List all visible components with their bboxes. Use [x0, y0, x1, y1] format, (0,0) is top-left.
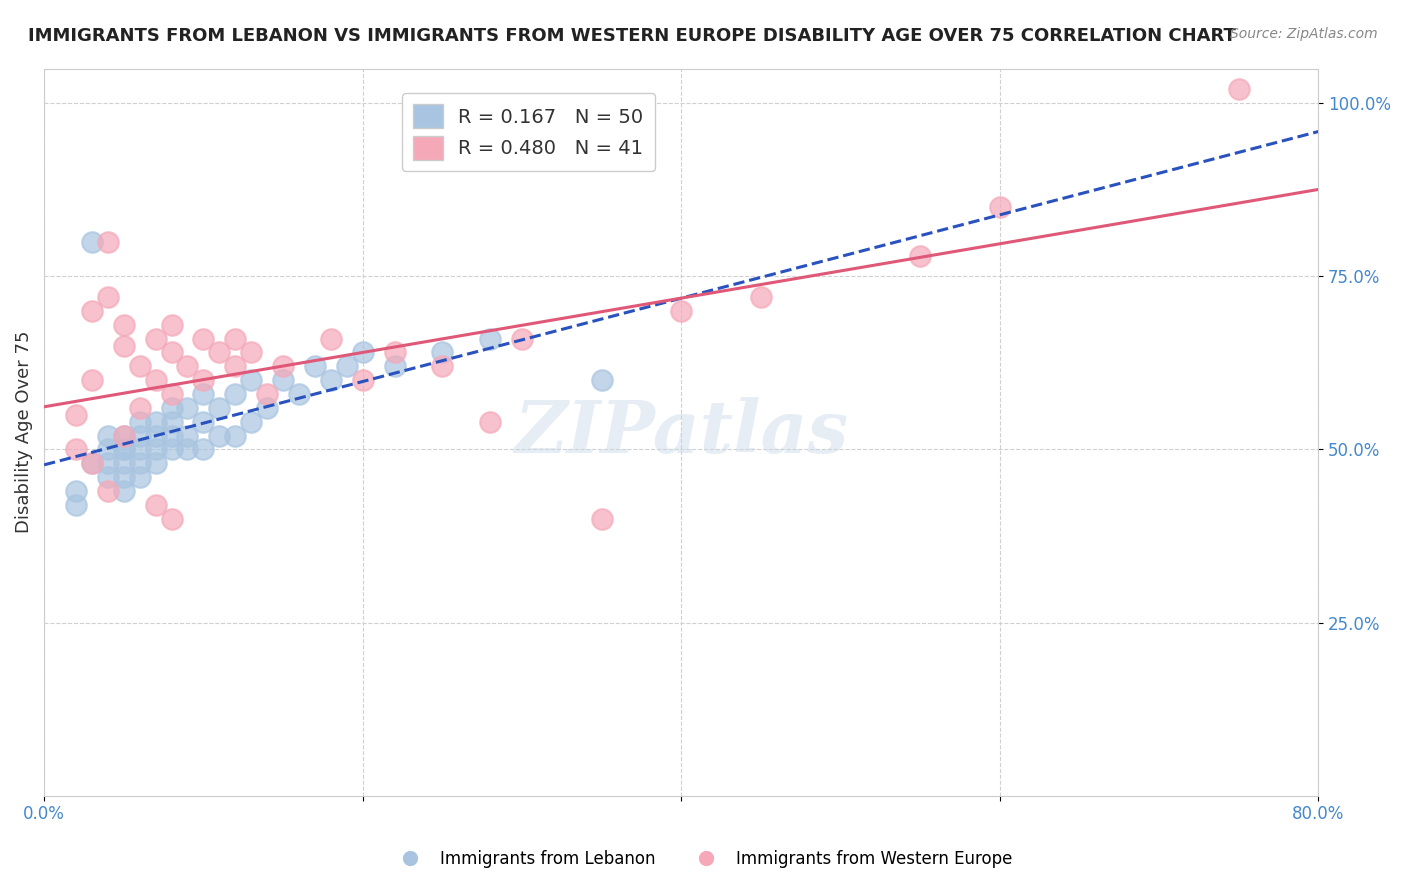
Point	[193, 332, 215, 346]
Point	[1227, 82, 1250, 96]
Point	[591, 373, 613, 387]
Point	[160, 428, 183, 442]
Point	[256, 401, 278, 415]
Point	[80, 456, 103, 470]
Point	[97, 235, 120, 249]
Point	[112, 428, 135, 442]
Point	[208, 345, 231, 359]
Point	[304, 359, 326, 374]
Point	[128, 359, 150, 374]
Point	[224, 359, 246, 374]
Point	[224, 387, 246, 401]
Point	[145, 456, 167, 470]
Point	[208, 428, 231, 442]
Point	[160, 318, 183, 332]
Point	[128, 415, 150, 429]
Point	[432, 345, 454, 359]
Point	[479, 332, 502, 346]
Point	[112, 318, 135, 332]
Point	[240, 373, 263, 387]
Point	[112, 470, 135, 484]
Point	[160, 387, 183, 401]
Point	[80, 373, 103, 387]
Point	[432, 359, 454, 374]
Point	[176, 428, 198, 442]
Point	[65, 442, 87, 457]
Point	[160, 512, 183, 526]
Point	[160, 442, 183, 457]
Point	[80, 235, 103, 249]
Point	[176, 359, 198, 374]
Point	[256, 387, 278, 401]
Point	[65, 408, 87, 422]
Point	[112, 483, 135, 498]
Point	[112, 442, 135, 457]
Point	[112, 338, 135, 352]
Point	[145, 428, 167, 442]
Point	[208, 401, 231, 415]
Point	[224, 332, 246, 346]
Point	[749, 290, 772, 304]
Point	[988, 200, 1011, 214]
Point	[160, 345, 183, 359]
Point	[97, 483, 120, 498]
Point	[112, 456, 135, 470]
Point	[384, 345, 406, 359]
Point	[112, 442, 135, 457]
Point	[112, 428, 135, 442]
Point	[80, 304, 103, 318]
Point	[224, 428, 246, 442]
Point	[193, 415, 215, 429]
Point	[97, 470, 120, 484]
Point	[128, 442, 150, 457]
Point	[271, 373, 294, 387]
Point	[145, 442, 167, 457]
Point	[145, 373, 167, 387]
Point	[271, 359, 294, 374]
Point	[384, 359, 406, 374]
Point	[352, 345, 374, 359]
Point	[176, 401, 198, 415]
Y-axis label: Disability Age Over 75: Disability Age Over 75	[15, 331, 32, 533]
Point	[908, 248, 931, 262]
Point	[288, 387, 311, 401]
Point	[80, 456, 103, 470]
Point	[128, 470, 150, 484]
Point	[145, 498, 167, 512]
Point	[591, 512, 613, 526]
Point	[193, 387, 215, 401]
Legend: R = 0.167   N = 50, R = 0.480   N = 41: R = 0.167 N = 50, R = 0.480 N = 41	[402, 93, 655, 171]
Point	[479, 415, 502, 429]
Point	[193, 373, 215, 387]
Point	[97, 428, 120, 442]
Point	[97, 456, 120, 470]
Point	[128, 401, 150, 415]
Point	[319, 373, 342, 387]
Point	[160, 415, 183, 429]
Point	[160, 401, 183, 415]
Legend: Immigrants from Lebanon, Immigrants from Western Europe: Immigrants from Lebanon, Immigrants from…	[387, 844, 1019, 875]
Point	[336, 359, 359, 374]
Point	[669, 304, 692, 318]
Point	[240, 345, 263, 359]
Point	[65, 483, 87, 498]
Point	[240, 415, 263, 429]
Text: ZIPatlas: ZIPatlas	[515, 397, 848, 467]
Text: Source: ZipAtlas.com: Source: ZipAtlas.com	[1230, 27, 1378, 41]
Point	[510, 332, 533, 346]
Point	[145, 415, 167, 429]
Text: IMMIGRANTS FROM LEBANON VS IMMIGRANTS FROM WESTERN EUROPE DISABILITY AGE OVER 75: IMMIGRANTS FROM LEBANON VS IMMIGRANTS FR…	[28, 27, 1236, 45]
Point	[97, 442, 120, 457]
Point	[128, 456, 150, 470]
Point	[65, 498, 87, 512]
Point	[319, 332, 342, 346]
Point	[97, 290, 120, 304]
Point	[145, 332, 167, 346]
Point	[352, 373, 374, 387]
Point	[176, 442, 198, 457]
Point	[128, 428, 150, 442]
Point	[193, 442, 215, 457]
